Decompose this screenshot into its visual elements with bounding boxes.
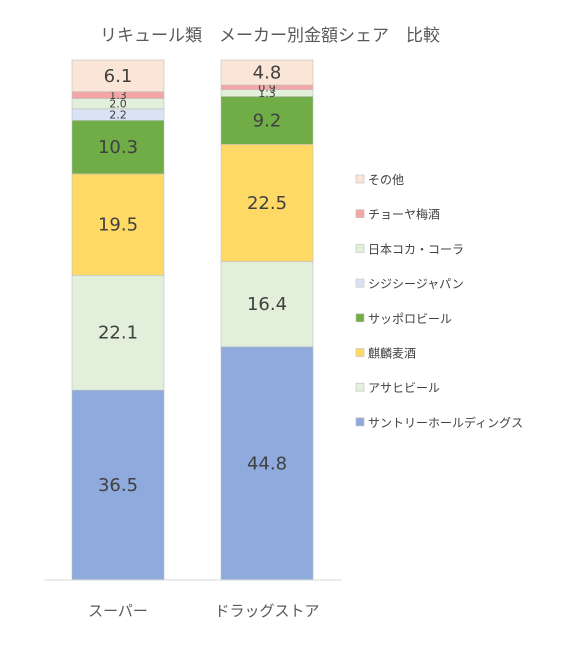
legend-swatch [355, 278, 365, 288]
data-label: 19.5 [98, 215, 138, 236]
legend-swatch [355, 209, 365, 218]
legend-label: アサヒビール [368, 381, 440, 395]
bar-segment [71, 274, 165, 391]
legend-label: シジシージャパン [368, 277, 464, 291]
bar-segment [220, 144, 314, 262]
bar-segment [220, 96, 314, 145]
bar-segment [220, 261, 314, 348]
bar-segment [71, 120, 165, 175]
legend-label: サントリーホールディングス [368, 415, 523, 430]
legend-swatch [355, 348, 365, 357]
data-label: 16.4 [247, 294, 287, 315]
bar-segment [71, 59, 165, 93]
legend-swatch [355, 417, 365, 427]
data-label: 36.5 [98, 475, 138, 496]
data-label: 1.3 [109, 89, 127, 102]
legend-label: チョーヤ梅酒 [368, 207, 440, 222]
bar-segment [71, 389, 165, 581]
data-label: 2.2 [109, 109, 127, 122]
bar-segment [220, 59, 314, 86]
data-label: 1.3 [258, 87, 276, 100]
data-label: 9.2 [253, 110, 282, 131]
category-labels: スーパー ドラッグストア [88, 602, 319, 620]
plot-area: 36.522.119.510.32.22.01.36.144.816.422.5… [71, 59, 314, 581]
data-label: 10.3 [98, 137, 138, 158]
legend-label: サッポロビール [368, 312, 452, 326]
data-label: 4.8 [253, 62, 282, 83]
category-label: スーパー [88, 602, 148, 620]
legend-swatch [355, 244, 365, 253]
data-label: 44.8 [247, 453, 287, 474]
legend: その他チョーヤ梅酒日本コカ・コーラシジシージャパンサッポロビール麒麟麦酒アサヒビ… [355, 173, 523, 430]
data-label: 2.0 [109, 98, 127, 111]
category-label: ドラッグストア [214, 602, 319, 620]
chart-title: リキュール類 メーカー別金額シェア 比較 [100, 26, 440, 46]
data-label: 22.1 [98, 323, 138, 344]
legend-swatch [355, 313, 365, 323]
legend-swatch [355, 174, 365, 184]
data-label: 6.1 [104, 66, 133, 87]
legend-label: その他 [368, 173, 404, 187]
legend-label: 日本コカ・コーラ [368, 242, 464, 256]
bar-segment [220, 346, 314, 581]
legend-label: 麒麟麦酒 [368, 346, 416, 361]
legend-swatch [355, 382, 365, 392]
data-label: 22.5 [247, 193, 287, 214]
